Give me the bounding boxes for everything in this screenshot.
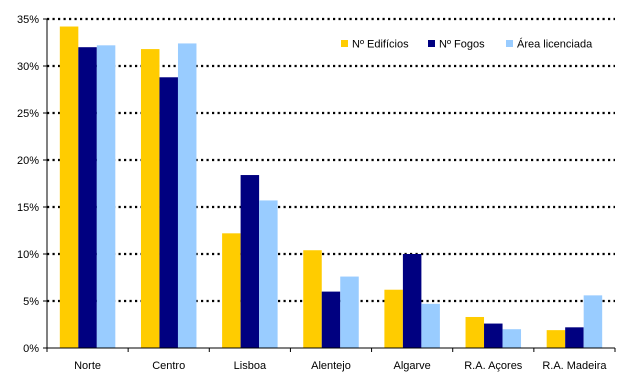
bar-edificios-2 xyxy=(222,233,241,348)
legend-swatch xyxy=(506,40,513,47)
bar-fogos-3 xyxy=(321,291,341,348)
y-tick-label: 0% xyxy=(23,343,39,355)
bar-area-6 xyxy=(583,295,603,348)
x-tick-label: Centro xyxy=(152,360,185,372)
y-tick-label: 10% xyxy=(17,249,39,261)
y-tick-label: 20% xyxy=(17,155,39,167)
bar-fogos-0 xyxy=(78,47,97,348)
y-tick-label: 5% xyxy=(23,296,39,308)
bar-edificios-3 xyxy=(303,250,322,348)
y-tick-label: 25% xyxy=(17,108,39,120)
bar-fogos-1 xyxy=(159,77,178,348)
x-tick-labels: Norte Centro Lisboa Alentejo Algarve R.A. Aço… xyxy=(74,360,607,372)
bar-edificios-4 xyxy=(384,289,403,348)
bar-fogos-6 xyxy=(565,327,584,348)
bar-area-1 xyxy=(177,43,197,348)
bar-edificios-1 xyxy=(140,49,160,349)
legend: Nº Edifícios Nº Fogos Área licenciada xyxy=(341,38,593,51)
y-tick-label: 30% xyxy=(17,61,39,73)
bar-edificios-0 xyxy=(59,26,79,349)
bar-fogos-5 xyxy=(484,323,503,348)
legend-label: Nº Edifícios xyxy=(352,39,409,51)
legend-swatch xyxy=(428,40,435,47)
x-tick-label: R.A. Açores xyxy=(464,360,523,372)
legend-swatch xyxy=(341,40,348,47)
bar-fogos-4 xyxy=(402,254,422,348)
legend-label: Área licenciada xyxy=(517,38,593,51)
gridlines xyxy=(47,17,615,303)
x-tick-label: Alentejo xyxy=(311,360,351,372)
bar-area-0 xyxy=(96,45,116,348)
bar-area-3 xyxy=(340,276,359,348)
bar-area-5 xyxy=(502,329,522,348)
bar-area-4 xyxy=(421,303,440,348)
axes xyxy=(43,18,616,352)
bar-edificios-6 xyxy=(546,330,566,348)
x-tick-label: Algarve xyxy=(393,360,430,372)
bar-area-2 xyxy=(259,200,278,348)
y-tick-labels: 0% 5% 10% 15% 20% 25% 30% 35% xyxy=(17,14,39,355)
x-tick-label: R.A. Madeira xyxy=(542,360,607,372)
x-tick-label: Lisboa xyxy=(234,360,267,372)
legend-label: Nº Fogos xyxy=(439,39,485,51)
x-tick-label: Norte xyxy=(74,360,101,372)
bars xyxy=(59,26,603,349)
y-tick-label: 15% xyxy=(17,202,39,214)
bar-edificios-5 xyxy=(465,316,485,348)
bar-fogos-2 xyxy=(240,175,260,348)
y-tick-label: 35% xyxy=(17,14,39,26)
